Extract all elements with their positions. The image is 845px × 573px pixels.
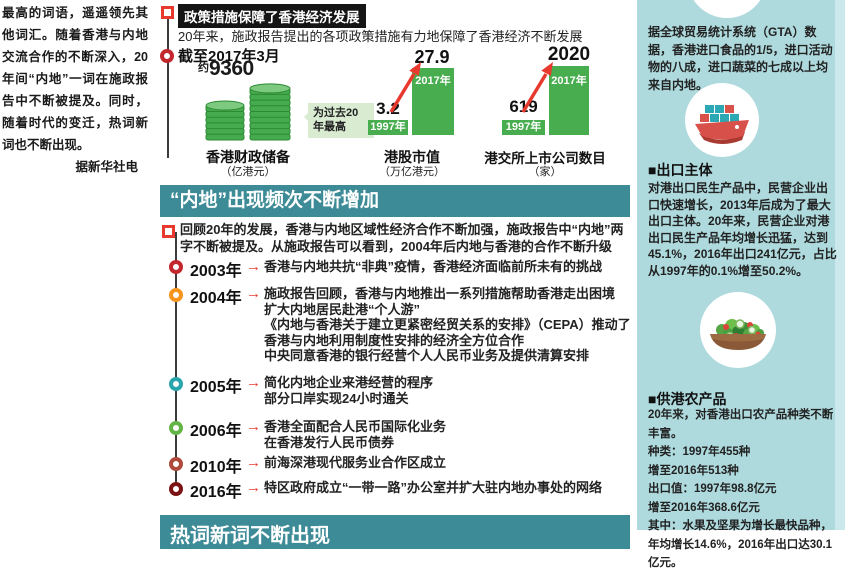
sidebar-edge-strip <box>835 0 845 530</box>
timeline-line <box>175 232 177 488</box>
reserves-value-number: 9360 <box>209 57 254 80</box>
mainland-intro: 回顾20年的发展，香港与内地区域性经济合作不断加强，施政报告中“内地”两字不断被… <box>180 222 624 254</box>
event-arrow-icon: → <box>246 285 261 302</box>
export-body: 对港出口民生产品中，民营企业出口快速增长，2013年后成为了最大出口主体。20年… <box>648 181 837 278</box>
export-header: ■出口主体 <box>648 162 713 178</box>
salad-bowl-icon <box>710 319 766 350</box>
policy-timeline-line <box>167 12 169 158</box>
event-year-2005: 2005年 <box>190 379 242 396</box>
event-arrow-icon: → <box>246 479 261 496</box>
agri-lines: 20年来，对香港出口农产品种类不断丰富。 种类：1997年455种 增至2016… <box>648 406 840 573</box>
event-lines-2010: 前海深港现代服务业合作区成立 <box>264 455 636 471</box>
reserves-value: 约9360 <box>198 57 254 81</box>
listed-label: 港交所上市公司数目 <box>484 151 606 166</box>
event-lines-2006: 香港全面配合人民币国际化业务 在香港发行人民币债券 <box>264 419 636 450</box>
cargo-ship-icon <box>695 105 749 144</box>
event-line: 特区政府成立“一带一路”办公室并扩大驻内地办事处的网络 <box>264 480 603 495</box>
mainland-square-bullet <box>162 225 175 238</box>
event-year-2010: 2010年 <box>190 459 242 476</box>
marketcap-unit: （万亿港元） <box>379 166 445 178</box>
article-paragraph: 最高的词语，遥遥领先其他词汇。随着香港与内地交流合作的不断深入，20年间“内地”… <box>2 6 148 152</box>
event-line: 部分口岸实现24小时通关 <box>264 390 409 406</box>
event-ring-2010 <box>169 457 183 471</box>
listed-bar-1997: 1997年 <box>502 120 545 135</box>
agri-line: 20年来，对香港出口农产品种类不断丰富。 <box>648 409 834 440</box>
ship-circle <box>685 83 759 157</box>
growth-arrow-icon <box>389 62 421 113</box>
event-line: 中央同意香港的银行经营个人人民币业务及提供清算安排 <box>264 348 590 363</box>
event-lines-2005: 简化内地企业来港经营的程序 部分口岸实现24小时通关 <box>264 375 636 406</box>
policy-header: 政策措施保障了香港经济发展 <box>178 4 366 28</box>
event-year-2003: 2003年 <box>190 263 242 280</box>
event-ring-2016 <box>169 482 183 496</box>
agri-line: 其中：水果及坚果为增长最快品种，年均增长14.6%，2016年出口达30.1亿元… <box>648 520 833 569</box>
policy-square-bullet <box>161 6 174 19</box>
event-lines-2003: 香港与内地共抗“非典”疫情，香港经济面临前所未有的挑战 <box>264 259 636 275</box>
event-line: 简化内地企业来港经营的程序 <box>264 375 434 390</box>
marketcap-bar-2017: 2017年 <box>412 68 454 135</box>
event-line: 施政报告回顾，香港与内地推出一系列措施帮助香港走出困境 <box>264 286 616 301</box>
agri-line: 出口值：1997年98.8亿元 <box>648 483 777 495</box>
marketcap-value-2017: 27.9 <box>414 47 450 67</box>
event-arrow-icon: → <box>246 258 261 275</box>
asof-date: 截至2017年3月 <box>178 48 280 65</box>
coin-stacks-icon <box>205 83 291 141</box>
reserves-label: 香港财政储备 <box>206 149 290 165</box>
reserves-value-prefix: 约 <box>198 62 209 74</box>
event-line: 香港全面配合人民币国际化业务 <box>264 419 447 434</box>
listed-value-2017: 2020 <box>547 44 591 65</box>
event-line: 香港与内地利用制度性安排的经济全方位合作 <box>264 332 525 348</box>
agri-line: 增至2016年513种 <box>648 464 739 477</box>
event-ring-2004 <box>169 288 183 302</box>
agri-header: ■供港农产品 <box>648 391 727 407</box>
listed-bar-2017: 2017年 <box>549 66 589 135</box>
article-byline: 据新华社电 <box>75 160 138 174</box>
event-lines-2016: 特区政府成立“一带一路”办公室并扩大驻内地办事处的网络 <box>264 480 636 496</box>
agri-line: 增至2016年368.6亿元 <box>648 501 760 514</box>
growth-arrow-icon <box>521 62 553 113</box>
event-ring-2003 <box>169 260 183 274</box>
policy-subtitle: 20年来，施政报告提出的各项政策措施有力地保障了香港经济不断发展 <box>178 29 583 44</box>
agri-line: 种类：1997年455种 <box>648 446 751 458</box>
reserves-unit: （亿港元） <box>220 166 276 178</box>
asof-bullet <box>160 49 174 63</box>
hotwords-header: 热词新词不断出现 <box>160 515 630 549</box>
event-year-2016: 2016年 <box>190 484 242 501</box>
event-line: 《内地与香港关于建立更紧密经贸关系的安排》（CEPA）推动了 <box>264 317 631 332</box>
marketcap-label: 港股市值 <box>384 149 440 165</box>
marketcap-bar-1997: 1997年 <box>368 120 408 135</box>
intro-article: 最高的词语，遥遥领先其他词汇。随着香港与内地交流合作的不断深入，20年间“内地”… <box>2 2 148 178</box>
marketcap-value-1997: 3.2 <box>376 99 400 118</box>
event-ring-2005 <box>169 377 183 391</box>
event-arrow-icon: → <box>246 374 261 391</box>
salad-circle <box>700 292 776 368</box>
reserves-callout: 为过去20年最高 <box>304 103 374 138</box>
event-line: 前海深港现代服务业合作区成立 <box>264 455 447 470</box>
listed-unit: （家） <box>528 166 562 178</box>
event-line: 香港与内地共抗“非典”疫情，香港经济面临前所未有的挑战 <box>264 259 603 274</box>
event-arrow-icon: → <box>246 454 261 471</box>
event-year-2006: 2006年 <box>190 423 242 440</box>
event-lines-2004: 施政报告回顾，香港与内地推出一系列措施帮助香港走出困境 扩大内地居民赴港“个人游… <box>264 286 636 364</box>
event-line: 在香港发行人民币债券 <box>264 434 395 450</box>
mainland-section-header: “内地”出现频次不断增加 <box>160 185 630 217</box>
event-ring-2006 <box>169 421 183 435</box>
event-arrow-icon: → <box>246 418 261 435</box>
sidebar-intro: 据全球贸易统计系统（GTA）数据，香港进口食品的1/5，进口活动物的八成，进口蔬… <box>648 25 833 92</box>
event-line: 扩大内地居民赴港“个人游” <box>264 301 421 317</box>
event-year-2004: 2004年 <box>190 290 242 307</box>
